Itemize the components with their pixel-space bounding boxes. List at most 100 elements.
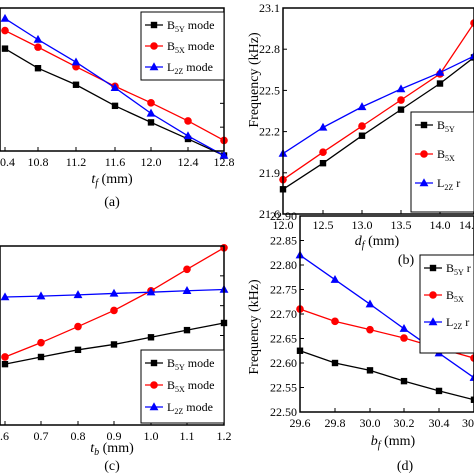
y-tick-label-d-5: 22.75	[270, 283, 297, 297]
data-point-c-2-3	[109, 288, 119, 297]
y-tick-label-b-4: 22.8	[259, 42, 280, 56]
x-tick-label-b-2: 13.0	[352, 218, 373, 232]
panel-label-d: (d)	[397, 459, 414, 474]
x-tick-label-a-3: 11.6	[105, 155, 126, 169]
x-tick-label-c-5: 1.1	[180, 429, 195, 443]
data-point-a-1-4	[147, 99, 155, 107]
series-line-b-2	[282, 55, 474, 155]
panel-label-a: (a)	[104, 195, 120, 210]
x-tick-label-a-0: 0.4	[0, 155, 15, 169]
data-point-b-1-5	[470, 19, 474, 27]
legend-marker-a-0	[150, 21, 158, 29]
y-tick-label-b-5: 23.1	[259, 1, 280, 15]
data-point-b-2-2	[357, 102, 367, 111]
data-point-a-2-2	[71, 57, 81, 66]
x-tick-label-b-5: 14.	[459, 218, 474, 232]
panel-label-c: (c)	[104, 459, 120, 474]
data-point-c-2-0	[0, 292, 10, 301]
data-point-d-0-5	[470, 396, 474, 403]
x-tick-label-c-2: 0.8	[71, 429, 86, 443]
legend-label-a-1: B5X mode	[167, 39, 214, 55]
x-tick-label-a-5: 12.4	[178, 155, 199, 169]
series-line-b-1	[282, 22, 474, 181]
data-point-d-2-5	[469, 373, 474, 381]
data-point-c-1-5	[183, 265, 191, 274]
data-point-b-1-1	[319, 148, 327, 156]
legend-label-c-1: B5X mode	[167, 378, 214, 394]
legend-label-d-0: B5Y r	[446, 261, 471, 277]
legend-marker-d-1	[429, 291, 437, 299]
data-point-c-1-2	[74, 322, 82, 331]
data-point-d-0-1	[331, 359, 339, 367]
data-point-d-0-2	[366, 367, 374, 374]
legend-label-b-2: L2Z r	[437, 176, 460, 192]
x-axis-label-d: bf (mm)	[371, 434, 416, 451]
data-point-c-2-2	[73, 290, 83, 299]
x-tick-label-d-4: 30.4	[429, 416, 450, 430]
data-point-b-2-5	[469, 51, 474, 60]
data-point-c-2-5	[182, 286, 192, 294]
data-point-a-0-1	[34, 65, 42, 72]
data-point-a-2-4	[146, 108, 156, 117]
data-point-c-0-2	[74, 346, 82, 354]
data-point-c-2-1	[36, 291, 46, 300]
legend-marker-b-1	[420, 150, 428, 158]
data-point-d-2-2	[365, 299, 375, 308]
legend-label-b-1: B5X	[437, 147, 455, 163]
data-point-d-1-3	[400, 334, 408, 342]
x-tick-label-d-1: 29.8	[325, 416, 346, 430]
legend-label-a-2: L2Z mode	[167, 60, 213, 76]
x-tick-label-c-6: 1.2	[217, 429, 232, 443]
x-tick-label-b-3: 13.5	[391, 218, 412, 232]
data-point-b-0-3	[397, 106, 405, 113]
y-tick-label-b-3: 22.5	[259, 83, 280, 97]
data-point-c-0-4	[147, 334, 155, 341]
data-point-d-0-3	[400, 377, 408, 385]
data-point-c-0-1	[37, 353, 45, 361]
panel-c: .6 0.7 0.8 0.9 1.0 1.1 1.2 tb (mm) (c) B5Y mod…	[0, 243, 232, 474]
legend-marker-a-1	[150, 42, 158, 50]
panel-b: Frequency (kHz) 12.0 12.5 13.0 13.5 14.0 14. 2…	[247, 1, 474, 268]
data-point-a-2-3	[110, 83, 120, 91]
data-point-c-1-0	[1, 353, 9, 361]
legend-marker-c-2	[149, 402, 159, 411]
data-point-b-0-1	[319, 159, 327, 167]
panel-label-b: (b)	[398, 253, 415, 268]
data-point-d-1-5	[470, 354, 474, 362]
y-tick-label-d-6: 22.80	[270, 258, 297, 272]
data-point-b-1-2	[358, 122, 366, 130]
y-tick-label-d-1: 22.55	[270, 381, 297, 395]
x-tick-label-a-6: 12.8	[214, 155, 235, 169]
data-point-a-2-1	[33, 34, 43, 43]
data-point-b-1-3	[397, 96, 405, 104]
legend-marker-d-2	[428, 317, 438, 326]
data-point-a-0-2	[72, 81, 80, 88]
y-tick-label-b-1: 21.9	[259, 166, 280, 180]
legend-label-d-1: B5X	[446, 288, 464, 304]
data-point-a-2-5	[183, 131, 193, 140]
panel-a: 0.4 10.8 11.2 11.6 12.0 12.4 12.8 tf (mm) (a) …	[0, 7, 235, 210]
x-tick-label-b-1: 12.5	[313, 218, 334, 232]
data-point-c-0-5	[183, 326, 191, 334]
data-point-a-2-6	[219, 150, 229, 159]
legend-label-a-0: B5Y mode	[167, 18, 214, 34]
x-tick-label-b-0: 12.0	[273, 218, 294, 232]
x-tick-label-d-3: 30.2	[394, 416, 415, 430]
y-tick-label-b-2: 22.2	[259, 125, 280, 139]
series-line-d-2	[299, 254, 474, 379]
x-axis-label-c: tb (mm)	[90, 441, 134, 458]
data-point-b-0-4	[436, 80, 444, 87]
panel-d: Frequency (kHz) 29.6 29.8 30.0 30.2 30.4 30 22…	[247, 209, 474, 474]
data-point-a-2-0	[0, 13, 10, 22]
data-point-c-1-1	[37, 338, 45, 347]
x-tick-label-c-3: 0.9	[107, 429, 122, 443]
legend-box-d	[419, 254, 474, 354]
legend-marker-a-2	[149, 62, 159, 71]
legend-box-b	[410, 111, 474, 213]
series-line-d-0	[299, 350, 474, 401]
y-tick-label-b-0: 21.6	[259, 207, 280, 221]
data-point-a-1-1	[34, 43, 42, 51]
legend-label-c-2: L2Z mode	[167, 400, 213, 416]
data-point-c-0-0	[1, 360, 9, 368]
